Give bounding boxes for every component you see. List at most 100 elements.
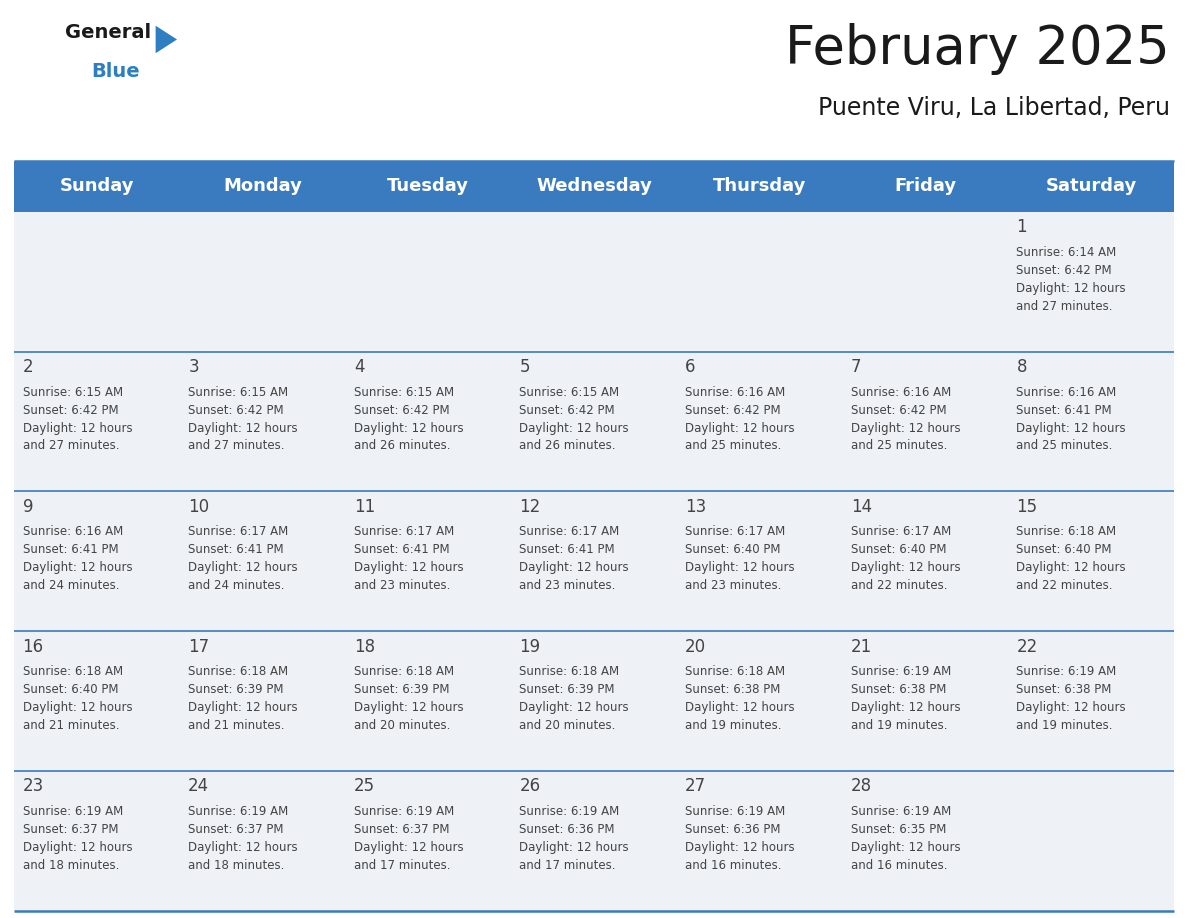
Text: Sunset: 6:40 PM: Sunset: 6:40 PM [685, 543, 781, 556]
Text: 23: 23 [23, 778, 44, 795]
Bar [346, 352, 511, 491]
Text: and 18 minutes.: and 18 minutes. [188, 858, 285, 871]
Text: 1: 1 [1017, 218, 1028, 237]
Text: 12: 12 [519, 498, 541, 516]
Text: Sunrise: 6:16 AM: Sunrise: 6:16 AM [23, 525, 122, 539]
Text: Daylight: 12 hours: Daylight: 12 hours [519, 701, 630, 714]
Text: Friday: Friday [895, 177, 956, 196]
Bar [842, 352, 1009, 491]
Bar [14, 771, 179, 911]
Text: Sunset: 6:41 PM: Sunset: 6:41 PM [519, 543, 615, 556]
Bar [346, 632, 511, 771]
Text: and 24 minutes.: and 24 minutes. [188, 579, 285, 592]
Text: Daylight: 12 hours: Daylight: 12 hours [1017, 282, 1126, 295]
Text: Sunrise: 6:18 AM: Sunrise: 6:18 AM [1017, 525, 1117, 539]
Text: and 19 minutes.: and 19 minutes. [1017, 719, 1113, 732]
Text: Monday: Monday [223, 177, 302, 196]
Bar [179, 632, 346, 771]
Text: Daylight: 12 hours: Daylight: 12 hours [354, 701, 463, 714]
Text: Sunrise: 6:19 AM: Sunrise: 6:19 AM [851, 805, 952, 818]
Text: Sunrise: 6:19 AM: Sunrise: 6:19 AM [685, 805, 785, 818]
Text: Sunrise: 6:16 AM: Sunrise: 6:16 AM [1017, 386, 1117, 398]
Text: 4: 4 [354, 358, 365, 376]
Text: Daylight: 12 hours: Daylight: 12 hours [23, 561, 132, 575]
Text: 22: 22 [1017, 638, 1037, 655]
Text: 9: 9 [23, 498, 33, 516]
Text: Daylight: 12 hours: Daylight: 12 hours [354, 421, 463, 434]
Text: 13: 13 [685, 498, 707, 516]
Text: 28: 28 [851, 778, 872, 795]
Text: and 27 minutes.: and 27 minutes. [23, 440, 119, 453]
Text: Daylight: 12 hours: Daylight: 12 hours [1017, 701, 1126, 714]
Text: Daylight: 12 hours: Daylight: 12 hours [519, 421, 630, 434]
Text: Daylight: 12 hours: Daylight: 12 hours [685, 841, 795, 854]
Text: Sunset: 6:42 PM: Sunset: 6:42 PM [851, 404, 947, 417]
Text: Sunrise: 6:17 AM: Sunrise: 6:17 AM [519, 525, 620, 539]
Text: Daylight: 12 hours: Daylight: 12 hours [23, 701, 132, 714]
Text: 25: 25 [354, 778, 375, 795]
Text: Sunset: 6:41 PM: Sunset: 6:41 PM [188, 543, 284, 556]
Text: and 16 minutes.: and 16 minutes. [685, 858, 782, 871]
Bar [511, 771, 677, 911]
Text: Daylight: 12 hours: Daylight: 12 hours [23, 841, 132, 854]
Text: Sunset: 6:42 PM: Sunset: 6:42 PM [1017, 264, 1112, 277]
Bar [511, 632, 677, 771]
Bar [677, 212, 842, 352]
Text: 14: 14 [851, 498, 872, 516]
Text: 6: 6 [685, 358, 696, 376]
Bar [1009, 632, 1174, 771]
Text: 15: 15 [1017, 498, 1037, 516]
Text: 18: 18 [354, 638, 375, 655]
Bar [346, 491, 511, 632]
Text: Sunrise: 6:19 AM: Sunrise: 6:19 AM [519, 805, 620, 818]
Text: and 25 minutes.: and 25 minutes. [685, 440, 782, 453]
Text: 19: 19 [519, 638, 541, 655]
Bar [1009, 771, 1174, 911]
Text: Daylight: 12 hours: Daylight: 12 hours [1017, 561, 1126, 575]
Text: Daylight: 12 hours: Daylight: 12 hours [851, 701, 960, 714]
Text: Sunset: 6:40 PM: Sunset: 6:40 PM [1017, 543, 1112, 556]
Text: Sunrise: 6:16 AM: Sunrise: 6:16 AM [685, 386, 785, 398]
Text: and 20 minutes.: and 20 minutes. [354, 719, 450, 732]
Text: and 24 minutes.: and 24 minutes. [23, 579, 119, 592]
Text: Sunrise: 6:18 AM: Sunrise: 6:18 AM [519, 666, 620, 678]
Bar [346, 771, 511, 911]
Text: Sunrise: 6:19 AM: Sunrise: 6:19 AM [851, 666, 952, 678]
Text: 24: 24 [188, 778, 209, 795]
Text: Daylight: 12 hours: Daylight: 12 hours [519, 841, 630, 854]
Text: Saturday: Saturday [1045, 177, 1137, 196]
Text: Daylight: 12 hours: Daylight: 12 hours [23, 421, 132, 434]
Text: Sunset: 6:42 PM: Sunset: 6:42 PM [23, 404, 118, 417]
Text: 10: 10 [188, 498, 209, 516]
Text: and 16 minutes.: and 16 minutes. [851, 858, 947, 871]
Text: and 19 minutes.: and 19 minutes. [851, 719, 947, 732]
Bar [677, 771, 842, 911]
Text: 16: 16 [23, 638, 44, 655]
Text: Sunday: Sunday [59, 177, 134, 196]
Text: General: General [65, 23, 151, 42]
Text: Sunset: 6:36 PM: Sunset: 6:36 PM [685, 823, 781, 835]
Text: Daylight: 12 hours: Daylight: 12 hours [188, 841, 298, 854]
Text: Sunset: 6:39 PM: Sunset: 6:39 PM [188, 683, 284, 696]
Bar [511, 212, 677, 352]
Text: Sunrise: 6:19 AM: Sunrise: 6:19 AM [1017, 666, 1117, 678]
Text: 11: 11 [354, 498, 375, 516]
Bar [14, 161, 179, 212]
Text: and 22 minutes.: and 22 minutes. [851, 579, 947, 592]
Text: 3: 3 [188, 358, 198, 376]
Bar [346, 161, 511, 212]
Text: Sunset: 6:36 PM: Sunset: 6:36 PM [519, 823, 615, 835]
Bar [677, 491, 842, 632]
Text: Sunset: 6:37 PM: Sunset: 6:37 PM [188, 823, 284, 835]
Text: Sunset: 6:40 PM: Sunset: 6:40 PM [23, 683, 118, 696]
Text: 20: 20 [685, 638, 706, 655]
Text: Sunrise: 6:15 AM: Sunrise: 6:15 AM [519, 386, 620, 398]
Text: 21: 21 [851, 638, 872, 655]
Text: Sunrise: 6:14 AM: Sunrise: 6:14 AM [1017, 246, 1117, 259]
Text: Sunrise: 6:15 AM: Sunrise: 6:15 AM [188, 386, 289, 398]
Text: Daylight: 12 hours: Daylight: 12 hours [685, 701, 795, 714]
Text: Sunrise: 6:18 AM: Sunrise: 6:18 AM [685, 666, 785, 678]
Text: Sunset: 6:41 PM: Sunset: 6:41 PM [23, 543, 118, 556]
Text: Sunrise: 6:16 AM: Sunrise: 6:16 AM [851, 386, 952, 398]
Text: Sunset: 6:38 PM: Sunset: 6:38 PM [851, 683, 946, 696]
